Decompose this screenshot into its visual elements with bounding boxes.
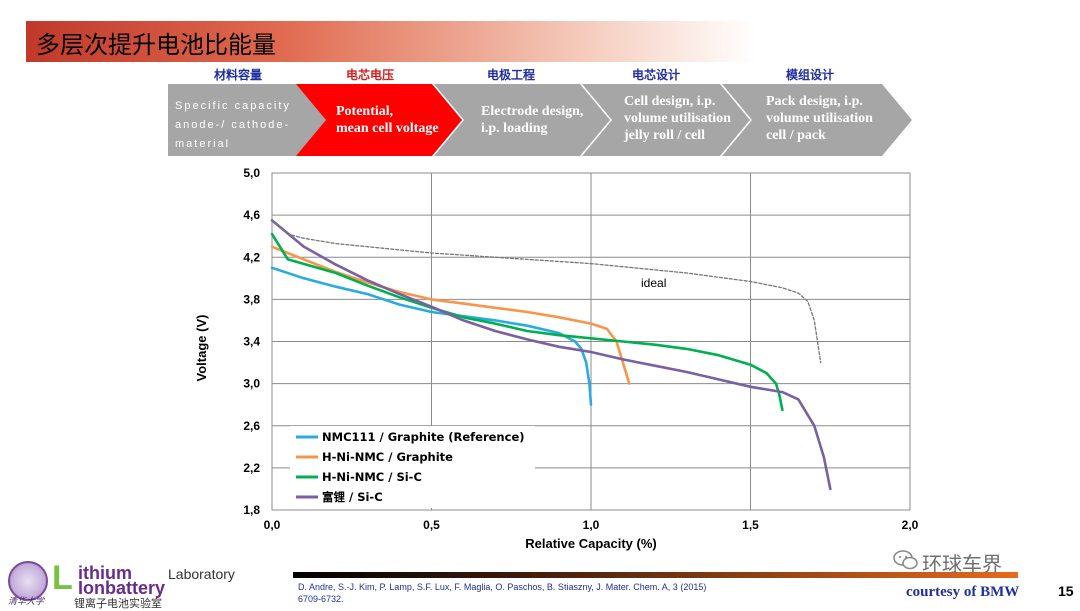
chart-grid: 1,8 2,2 2,6 3,0 3,4 3,8 4,2 4,6 5,0 0,0 0,5 1,0 1,5 2…	[243, 166, 918, 532]
y-tick-label: 3,8	[243, 292, 260, 306]
lab-logo-letter: L	[52, 559, 73, 597]
chevron-electrode-line-1: Electrode design,	[481, 104, 584, 119]
lab-logo-word1: ithium	[78, 563, 132, 583]
process-chevrons	[168, 84, 912, 156]
legend-entry-label: 富锂 / Si-C	[322, 490, 383, 504]
y-tick-label: 2,2	[243, 461, 260, 475]
reference-line-2: 6709-6732.	[298, 594, 344, 604]
step-label-pack: 模组设计	[786, 68, 835, 82]
series-line-0	[270, 266, 593, 406]
watermark-text: 环球车界	[922, 552, 1002, 576]
chevron-voltage-text: Potential, mean cell voltage	[336, 103, 439, 137]
chevron-voltage-line-2: mean cell voltage	[336, 121, 439, 136]
university-seal-logo	[8, 561, 48, 601]
legend-entry-label: NMC111 / Graphite (Reference)	[322, 430, 525, 444]
y-axis-label: Voltage (V)	[194, 315, 209, 382]
chevron-voltage	[296, 84, 462, 156]
y-tick-label: 4,6	[243, 208, 260, 222]
chevron-material-text: Specific capacity anode-/ cathode- mater…	[175, 97, 291, 154]
footer-gradient-bar	[293, 572, 1018, 578]
chevron-cell-line-1: Cell design, i.p.	[624, 94, 716, 109]
x-tick-label: 1,5	[742, 518, 759, 532]
x-tick-label: 0,5	[423, 518, 440, 532]
y-tick-label: 4,2	[243, 250, 260, 264]
lab-logo-word2: Ionbattery	[78, 578, 166, 598]
chevron-material	[168, 84, 330, 156]
x-tick-label: 0,0	[264, 518, 281, 532]
chart-legend: NMC111 / Graphite (Reference) H-Ni-NMC / …	[290, 426, 535, 508]
series-line-2	[270, 232, 784, 412]
courtesy-text: courtesy of BMW	[906, 584, 1020, 600]
reference-line-1: D. Andre, S.-J. Kim, P. Lamp, S.F. Lux, …	[298, 582, 707, 592]
chevron-electrode	[434, 84, 610, 156]
page-number: 15	[1058, 583, 1074, 599]
chevron-cell	[582, 84, 750, 156]
reference-text: D. Andre, S.-J. Kim, P. Lamp, S.F. Lux, …	[298, 581, 706, 605]
x-axis-label: Relative Capacity (%)	[525, 536, 657, 551]
university-name-logo: 清华大学	[8, 597, 45, 607]
series-line-4	[271, 219, 822, 364]
slide-title: 多层次提升电池比能量	[36, 31, 276, 59]
chevron-cell-line-3: jelly roll / cell	[624, 128, 705, 143]
legend-box	[290, 426, 535, 508]
y-tick-label: 2,6	[243, 419, 260, 433]
chevron-pack-line-2: volume utilisation	[766, 111, 873, 126]
legend-entry-label: H-Ni-NMC / Graphite	[322, 450, 453, 464]
chevron-material-line-2: anode-/ cathode-	[175, 119, 291, 131]
step-label-cell: 电芯设计	[632, 68, 681, 82]
x-tick-label: 1,0	[583, 518, 600, 532]
chevron-cell-text: Cell design, i.p. volume utilisation jel…	[624, 93, 731, 144]
chevron-material-line-3: material	[175, 138, 231, 150]
chevron-electrode-text: Electrode design, i.p. loading	[481, 103, 583, 137]
wechat-icon	[893, 550, 918, 570]
chevron-pack-text: Pack design, i.p. volume utilisation cel…	[766, 93, 873, 144]
series-line-3	[270, 219, 832, 491]
series-line-1	[270, 245, 631, 385]
chevron-material-line-1: Specific capacity	[175, 100, 291, 112]
lab-name-cn: 锂离子电池实验室	[74, 597, 162, 610]
x-tick-label: 2,0	[902, 518, 919, 532]
step-label-voltage: 电芯电压	[346, 68, 395, 82]
y-tick-label: 3,4	[243, 335, 260, 349]
chevron-pack-line-1: Pack design, i.p.	[766, 94, 863, 109]
step-label-material: 材料容量	[214, 68, 263, 82]
chevron-pack	[722, 84, 912, 156]
lab-logo-word1-suffix: Laboratory	[168, 566, 235, 582]
chevron-voltage-line-1: Potential,	[336, 104, 394, 119]
legend-entry-label: H-Ni-NMC / Si-C	[322, 470, 422, 484]
title-bar	[26, 21, 756, 62]
step-label-electrode: 电极工程	[487, 68, 536, 82]
y-tick-label: 3,0	[243, 377, 260, 391]
ideal-annotation: ideal	[641, 276, 666, 290]
chevron-electrode-line-2: i.p. loading	[481, 121, 548, 136]
chevron-cell-line-2: volume utilisation	[624, 111, 731, 126]
chevron-pack-line-3: cell / pack	[766, 128, 826, 143]
y-tick-label: 1,8	[243, 503, 260, 517]
chart-series	[270, 219, 832, 491]
y-tick-label: 5,0	[243, 166, 260, 180]
